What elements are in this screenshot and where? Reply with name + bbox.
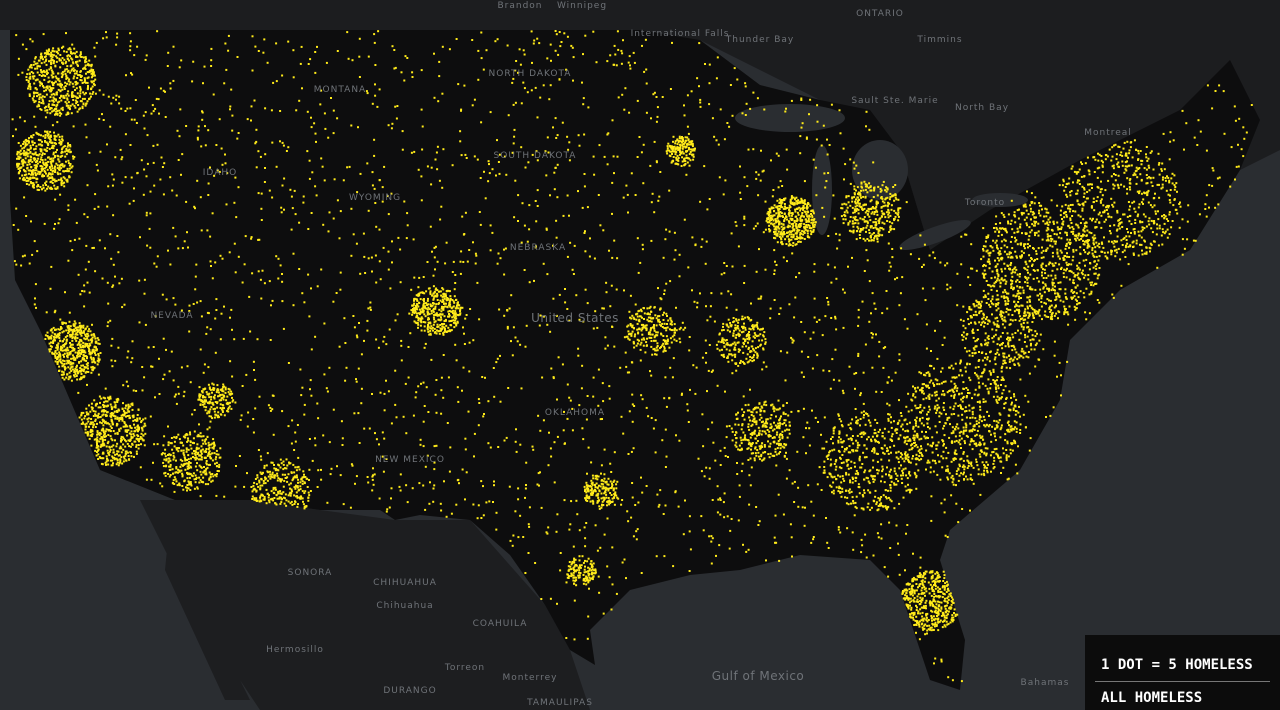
- place-label: WYOMING: [349, 193, 401, 203]
- canada: [0, 0, 1280, 250]
- homeless-dots: [11, 30, 1253, 683]
- great-lakes: [735, 104, 1028, 251]
- place-label: Winnipeg: [557, 1, 607, 11]
- legend-scale: 1 DOT = 5 HOMELESS: [1101, 657, 1253, 673]
- place-label: COAHUILA: [473, 619, 528, 629]
- place-label: Gulf of Mexico: [712, 669, 805, 683]
- place-label: TAMAULIPAS: [526, 698, 593, 708]
- place-label: Thunder Bay: [725, 35, 794, 45]
- place-label: Hermosillo: [266, 645, 324, 655]
- place-label: NEBRASKA: [510, 243, 566, 253]
- place-label: North Bay: [955, 103, 1009, 113]
- place-label: NEVADA: [150, 311, 193, 321]
- place-label: Brandon: [497, 1, 542, 11]
- place-label: DURANGO: [383, 686, 436, 696]
- place-label: SOUTH DAKOTA: [494, 151, 577, 161]
- place-label: ONTARIO: [856, 9, 904, 19]
- place-label: CHIHUAHUA: [373, 578, 437, 588]
- place-label: NORTH DAKOTA: [489, 69, 572, 79]
- place-label: Bahamas: [1021, 678, 1070, 688]
- place-label: NEW MEXICO: [375, 455, 445, 465]
- place-label: Torreon: [444, 663, 485, 673]
- place-label: United States: [531, 311, 619, 325]
- place-label: Chihuahua: [376, 601, 433, 611]
- legend-layer[interactable]: ALL HOMELESS: [1101, 690, 1203, 706]
- place-label: Montreal: [1084, 128, 1132, 138]
- mexico: [140, 500, 590, 710]
- place-label: Monterrey: [503, 673, 558, 683]
- place-label: Toronto: [964, 198, 1005, 208]
- united-states: [10, 30, 1260, 690]
- place-label: SONORA: [288, 568, 333, 578]
- place-label: OKLAHOMA: [545, 408, 605, 418]
- place-label: Sault Ste. Marie: [851, 96, 938, 106]
- place-label: International Falls: [631, 29, 730, 39]
- place-label: IDAHO: [203, 168, 237, 178]
- place-label: MONTANA: [314, 85, 366, 95]
- place-label: Timmins: [916, 35, 962, 45]
- legend: 1 DOT = 5 HOMELESS ALL HOMELESS: [1085, 635, 1280, 710]
- legend-divider: [1095, 681, 1270, 682]
